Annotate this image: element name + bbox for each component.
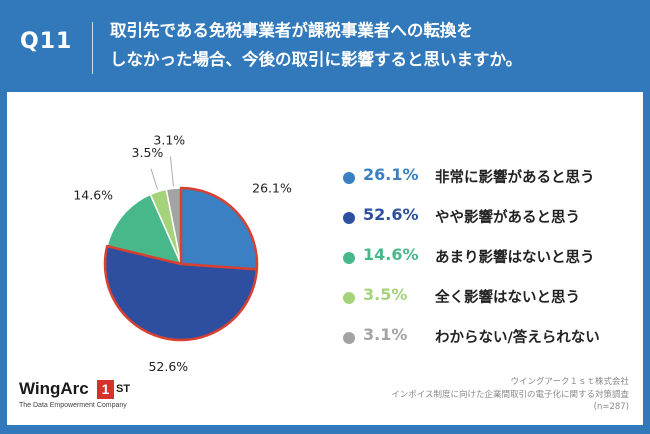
legend-item: 14.6% あまり影響はないと思う [333,242,633,282]
logo-badge: 1 [97,380,114,399]
question-line-2: しなかった場合、今後の取引に影響すると思いますか。 [110,50,523,69]
legend-item: 26.1% 非常に影響があると思う [333,162,633,202]
source-note: ウイングアーク１ｓｔ株式会社 インボイス制度に向けた企業間取引の電子化に関する対… [391,376,629,414]
pie-slice-highlighted [103,244,259,342]
pie-data-label: 52.6% [148,359,188,374]
pie-slice [106,193,182,265]
logo-tagline: The Data Empowerment Company [19,402,127,409]
legend-label: やや影響があると思う [435,210,580,226]
company-logo: WingArc 1 ST The Data Empowerment Compan… [19,379,139,419]
pie-data-label: 3.1% [153,133,185,148]
legend-value: 3.5% [363,285,408,304]
source-company: ウイングアーク１ｓｔ株式会社 [510,377,630,387]
legend-label: 非常に影響があると思う [435,170,595,186]
pie-data-label: 14.6% [73,187,113,202]
legend-value: 3.1% [363,325,408,344]
logo-wordmark: WingArc [19,379,89,398]
legend-item: 52.6% やや影響があると思う [333,202,633,242]
legend-label: あまり影響はないと思う [435,250,595,266]
question-header: Q11 取引先である免税事業者が課税事業者への転換を しなかった場合、今後の取引… [0,0,650,92]
legend-item: 3.5% 全く影響はないと思う [333,282,633,322]
legend-label: 全く影響はないと思う [435,290,580,306]
header-divider [92,22,93,74]
pie-data-label: 3.5% [132,145,164,160]
pie-data-label: 26.1% [252,180,292,195]
chart-legend: 26.1% 非常に影響があると思う 52.6% やや影響があると思う 14.6%… [333,162,633,362]
question-number: Q11 [20,29,73,54]
source-sample-size: (n=287) [593,402,629,412]
leader-line [150,168,158,190]
legend-value: 14.6% [363,245,419,264]
pie-chart: 26.1% 52.6% 14.6% 3.5%3.1% [73,133,292,374]
pie-slice-highlighted [179,186,259,271]
legend-value: 52.6% [363,205,419,224]
question-text: 取引先である免税事業者が課税事業者への転換を しなかった場合、今後の取引に影響す… [110,16,640,74]
legend-label: わからない/答えられない [435,330,600,346]
legend-value: 26.1% [363,165,419,184]
legend-swatch [343,292,355,304]
chart-panel: 26.1% 52.6% 14.6% 3.5% 3.1% 26.1% 非常に影響があると思… [7,92,643,425]
legend-swatch [343,212,355,224]
leader-line [170,156,174,187]
legend-swatch [343,252,355,264]
logo-suffix: ST [116,383,131,395]
legend-swatch [343,332,355,344]
source-survey: インボイス制度に向けた企業間取引の電子化に関する対策調査 [391,389,629,400]
legend-item: 3.1% わからない/答えられない [333,322,633,362]
legend-swatch [343,172,355,184]
question-line-1: 取引先である免税事業者が課税事業者への転換を [110,21,473,40]
